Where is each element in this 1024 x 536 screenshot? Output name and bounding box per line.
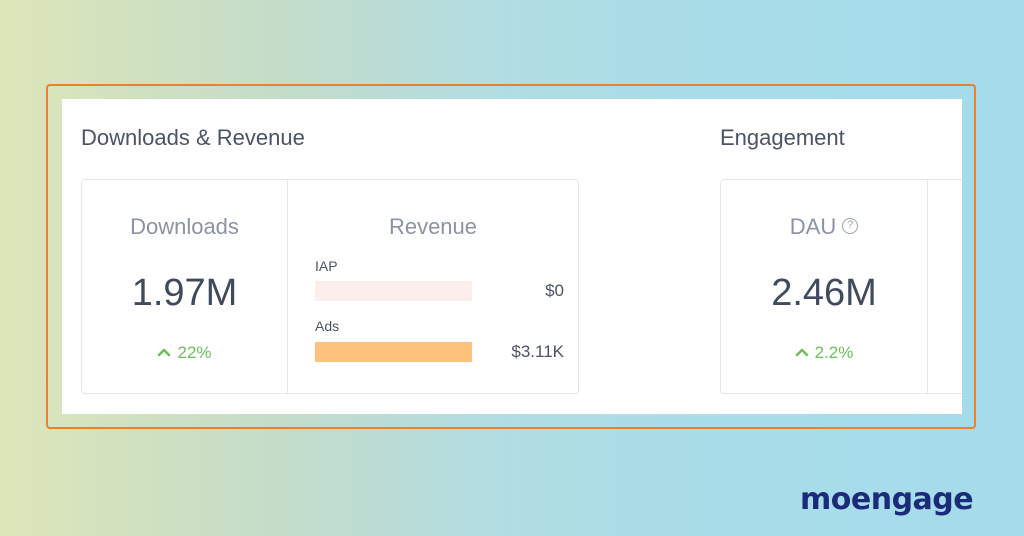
dau-label-row: DAU?	[721, 214, 927, 240]
engagement-card: DAU? 2.46M 2.2%	[720, 179, 962, 394]
iap-value: $0	[545, 281, 564, 300]
logo-text: moengage	[800, 482, 973, 517]
downloads-label: Downloads	[130, 214, 239, 239]
iap-bar	[315, 281, 472, 301]
ads-bar	[315, 342, 472, 362]
downloads-revenue-title: Downloads & Revenue	[81, 125, 305, 150]
ads-label: Ads	[315, 318, 340, 334]
downloads-change-value: 22%	[177, 343, 212, 362]
dau-change-value: 2.2%	[814, 343, 854, 362]
revenue-label: Revenue	[388, 214, 478, 239]
ads-bar-fill	[315, 342, 472, 362]
ads-value: $3.11K	[511, 342, 564, 361]
question-circle-icon[interactable]: ?	[842, 218, 859, 235]
downloads-metric[interactable]: Downloads 1.97M 22%	[82, 180, 287, 393]
downloads-revenue-card: Downloads 1.97M 22% Revenue IAP $0 Ads $…	[81, 179, 579, 394]
revenue-metric[interactable]: Revenue IAP $0 Ads $3.11K	[287, 180, 578, 393]
iap-label: IAP	[315, 258, 338, 274]
chevron-up-icon	[795, 348, 808, 357]
dau-metric[interactable]: DAU? 2.46M 2.2%	[721, 180, 927, 393]
next-metric[interactable]	[927, 180, 962, 393]
analytics-panel: Downloads & Revenue Downloads 1.97M 22% …	[62, 99, 962, 414]
downloads-change: 22%	[82, 343, 287, 363]
dau-label: DAU	[789, 214, 837, 239]
chevron-up-icon	[158, 348, 171, 357]
highlight-frame	[46, 84, 976, 429]
dau-change: 2.2%	[721, 343, 927, 363]
engagement-title: Engagement	[720, 125, 845, 150]
moengage-logo: moengage	[800, 482, 974, 517]
dau-value: 2.46M	[771, 272, 877, 314]
downloads-value: 1.97M	[131, 272, 238, 314]
